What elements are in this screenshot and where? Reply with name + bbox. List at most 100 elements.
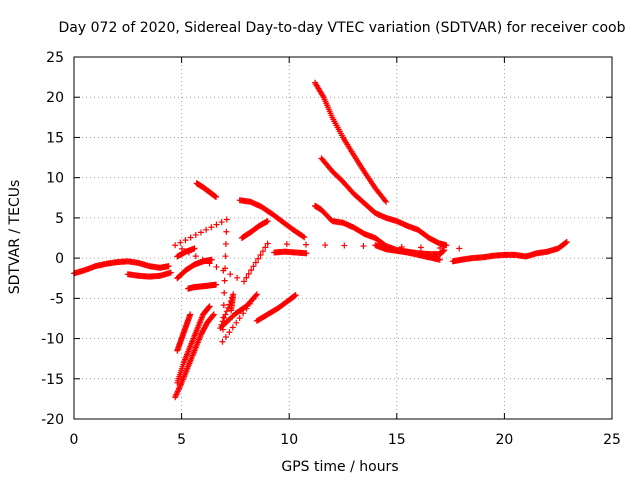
data-point <box>248 267 255 274</box>
data-point <box>206 303 213 310</box>
data-point <box>250 296 257 303</box>
data-point <box>456 245 463 252</box>
series <box>193 180 220 200</box>
data-point <box>292 292 299 299</box>
y-tick-label: -5 <box>50 291 64 307</box>
data-point <box>443 242 450 249</box>
data-point <box>182 237 189 244</box>
data-point <box>191 245 198 252</box>
data-point <box>203 226 210 233</box>
tick-labels: 0 5 10 15 20 25 -20 -15 -10 -5 0 5 10 15 20 25 <box>41 50 621 448</box>
data-point <box>253 291 260 298</box>
data-point <box>227 298 234 305</box>
data-point <box>177 239 184 246</box>
y-tick-label: 25 <box>46 50 64 66</box>
data-point <box>208 224 215 231</box>
series <box>253 292 299 324</box>
series <box>71 258 172 277</box>
x-axis-label: GPS time / hours <box>281 459 398 475</box>
data-point <box>213 281 220 288</box>
data-point <box>562 239 569 246</box>
series <box>238 218 271 241</box>
data-point <box>300 233 307 240</box>
x-tick-label: 10 <box>280 432 298 448</box>
data-point <box>236 315 243 322</box>
data-point <box>230 291 237 298</box>
data-point <box>205 304 212 311</box>
data-point <box>255 255 262 262</box>
data-point <box>192 253 199 260</box>
data-point <box>417 244 424 251</box>
data-point <box>228 294 235 301</box>
data-point <box>341 242 348 249</box>
data-point <box>229 324 236 331</box>
y-tick-label: 0 <box>55 251 64 267</box>
data-point <box>302 241 309 248</box>
y-tick-label: 15 <box>46 130 64 146</box>
data-point <box>219 338 226 345</box>
chart-title: Day 072 of 2020, Sidereal Day-to-day VTE… <box>59 20 626 36</box>
data-point <box>252 259 259 266</box>
y-tick-label: -20 <box>41 412 64 428</box>
data-point <box>208 256 215 263</box>
data-point <box>227 271 234 278</box>
data-point <box>303 250 310 257</box>
data-point <box>220 302 227 309</box>
series <box>174 245 198 260</box>
data-point <box>172 242 179 249</box>
data-point <box>259 248 266 255</box>
data-point <box>222 253 229 260</box>
data-point <box>240 310 247 317</box>
data-point <box>223 308 230 315</box>
series <box>172 216 463 345</box>
x-tick-label: 15 <box>388 432 406 448</box>
data-point <box>220 314 227 321</box>
data-points <box>71 79 570 401</box>
x-tick-label: 20 <box>495 432 513 448</box>
data-point <box>381 197 388 204</box>
series <box>312 79 390 205</box>
y-axis-label: SDTVAR / TECUs <box>7 180 23 295</box>
data-point <box>264 240 271 247</box>
data-point <box>225 304 232 311</box>
data-point <box>210 312 217 319</box>
data-point <box>262 244 269 251</box>
data-point <box>563 239 570 246</box>
data-point <box>223 216 230 223</box>
data-point <box>222 240 229 247</box>
tick-marks <box>73 56 613 420</box>
data-point <box>218 219 225 226</box>
data-point <box>257 251 264 258</box>
data-point <box>247 300 254 307</box>
data-point <box>233 319 240 326</box>
data-point <box>243 274 250 281</box>
data-point <box>213 263 220 270</box>
y-tick-label: -10 <box>41 332 64 348</box>
y-tick-label: 10 <box>46 171 64 187</box>
data-point <box>192 231 199 238</box>
data-point <box>220 267 227 274</box>
data-point <box>234 274 241 281</box>
data-point <box>221 314 228 321</box>
data-point <box>213 221 220 228</box>
series <box>172 311 217 401</box>
data-point <box>221 289 228 296</box>
series <box>318 155 450 249</box>
data-point <box>283 241 290 248</box>
data-point <box>167 269 174 276</box>
x-tick-label: 25 <box>603 432 621 448</box>
data-point <box>226 301 233 308</box>
data-point <box>252 292 259 299</box>
data-point <box>223 228 230 235</box>
data-point <box>210 311 217 318</box>
data-point <box>197 229 204 236</box>
series <box>174 311 194 354</box>
series <box>449 239 570 265</box>
data-point <box>441 247 448 254</box>
series <box>124 269 174 280</box>
data-point <box>250 263 257 270</box>
data-point <box>219 326 226 333</box>
x-tick-label: 5 <box>177 432 186 448</box>
data-point <box>360 243 367 250</box>
